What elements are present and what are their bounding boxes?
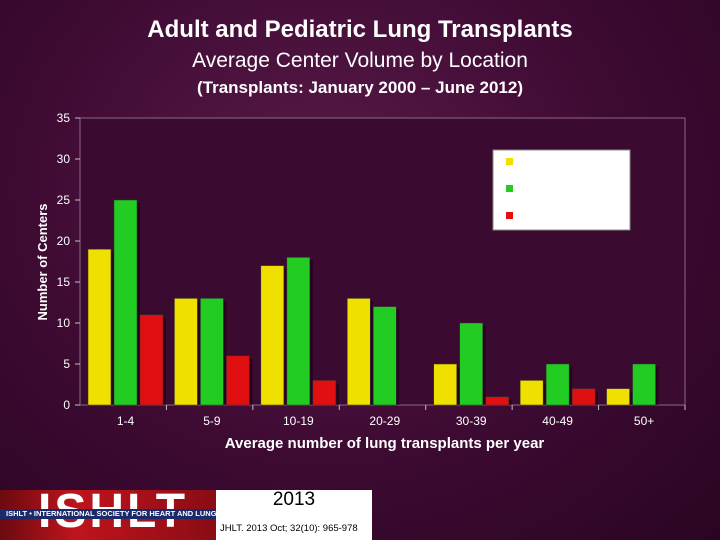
- x-tick-label: 40-49: [542, 414, 573, 428]
- chart-title: Adult and Pediatric Lung Transplants: [147, 16, 573, 43]
- bar: [260, 265, 285, 406]
- y-tick-label: 5: [63, 357, 70, 371]
- y-tick-label: 10: [57, 316, 71, 330]
- chart-subtitle: Average Center Volume by Location: [192, 49, 528, 72]
- x-axis-label: Average number of lung transplants per y…: [225, 435, 545, 452]
- bar: [433, 363, 457, 406]
- bar: [519, 380, 544, 406]
- bar: [545, 363, 570, 406]
- bar: [286, 257, 311, 406]
- legend-box: [492, 149, 631, 231]
- legend-swatch: [506, 158, 513, 165]
- x-tick-label: 5-9: [203, 414, 221, 428]
- bar: [312, 380, 337, 406]
- bar: [485, 396, 509, 406]
- x-tick-label: 20-29: [369, 414, 400, 428]
- bar: [459, 322, 483, 406]
- y-tick-label: 0: [63, 398, 70, 412]
- bar: [113, 199, 138, 406]
- bar: [571, 388, 596, 406]
- society-banner: ISHLT • INTERNATIONAL SOCIETY FOR HEART …: [0, 509, 372, 519]
- y-axis-label: Number of Centers: [35, 203, 50, 320]
- legend-swatch: [506, 185, 513, 192]
- bar: [373, 306, 397, 406]
- bar: [347, 298, 371, 406]
- y-tick-label: 25: [57, 193, 71, 207]
- report-year: 2013: [272, 489, 316, 510]
- x-tick-label: 50+: [634, 414, 654, 428]
- bar: [87, 248, 112, 406]
- y-tick-label: 30: [57, 152, 71, 166]
- legend-swatch: [506, 212, 513, 219]
- bar: [200, 298, 224, 406]
- x-tick-label: 10-19: [283, 414, 314, 428]
- y-tick-label: 15: [57, 275, 71, 289]
- x-tick-label: 1-4: [117, 414, 135, 428]
- bar: [632, 363, 656, 406]
- bar: [174, 298, 198, 406]
- x-tick-label: 30-39: [456, 414, 487, 428]
- y-tick-label: 35: [57, 111, 71, 125]
- journal-citation: JHLT. 2013 Oct; 32(10): 965-978: [220, 523, 358, 534]
- y-tick-label: 20: [57, 234, 71, 248]
- bar: [139, 314, 164, 406]
- bar: [226, 355, 250, 406]
- chart-period: (Transplants: January 2000 – June 2012): [197, 78, 523, 97]
- year-box: [216, 490, 372, 540]
- bar: [606, 388, 630, 406]
